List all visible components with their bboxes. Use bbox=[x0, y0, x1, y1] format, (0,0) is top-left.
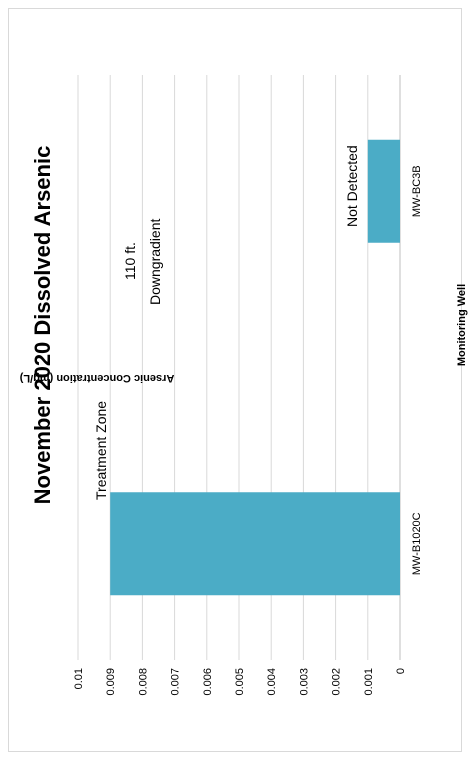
y-tick-label: 0.01 bbox=[73, 668, 85, 689]
y-tick-label: 0.009 bbox=[105, 668, 117, 696]
category-labels: MW-B1020C MW-BC3B bbox=[411, 165, 423, 575]
category-label: MW-BC3B bbox=[411, 165, 423, 217]
chart-title: November 2020 Dissolved Arsenic bbox=[30, 146, 55, 505]
annotation-not-detected: Not Detected bbox=[344, 145, 360, 227]
y-tick-label: 0.001 bbox=[363, 668, 375, 696]
chart-frame bbox=[8, 8, 462, 752]
category-label: MW-B1020C bbox=[411, 512, 423, 575]
y-tick-label: 0.008 bbox=[137, 668, 149, 696]
y-tick-label: 0.007 bbox=[170, 668, 182, 696]
y-tick-label: 0.004 bbox=[266, 668, 278, 696]
annotation-downgradient: Downgradient bbox=[147, 219, 163, 305]
y-axis-title: Arsenic Concentration (mg/L) bbox=[19, 372, 174, 384]
y-tick-labels: 0 0.001 0.002 0.003 0.004 0.005 0.006 0.007 0.00… bbox=[73, 668, 407, 696]
x-axis-title: Monitoring Well bbox=[456, 284, 468, 366]
annotation-treatment-zone: Treatment Zone bbox=[93, 401, 109, 500]
y-tick-label: 0.002 bbox=[331, 668, 343, 696]
y-tick-label: 0 bbox=[395, 668, 407, 674]
bars bbox=[110, 139, 400, 596]
bar-mw-b1020c bbox=[110, 492, 400, 596]
bar-mw-bc3b bbox=[367, 139, 400, 243]
y-tick-label: 0.006 bbox=[202, 668, 214, 696]
annotation-distance: 110 ft. bbox=[122, 242, 138, 280]
y-tick-label: 0.003 bbox=[298, 668, 310, 696]
y-tick-label: 0.005 bbox=[234, 668, 246, 696]
